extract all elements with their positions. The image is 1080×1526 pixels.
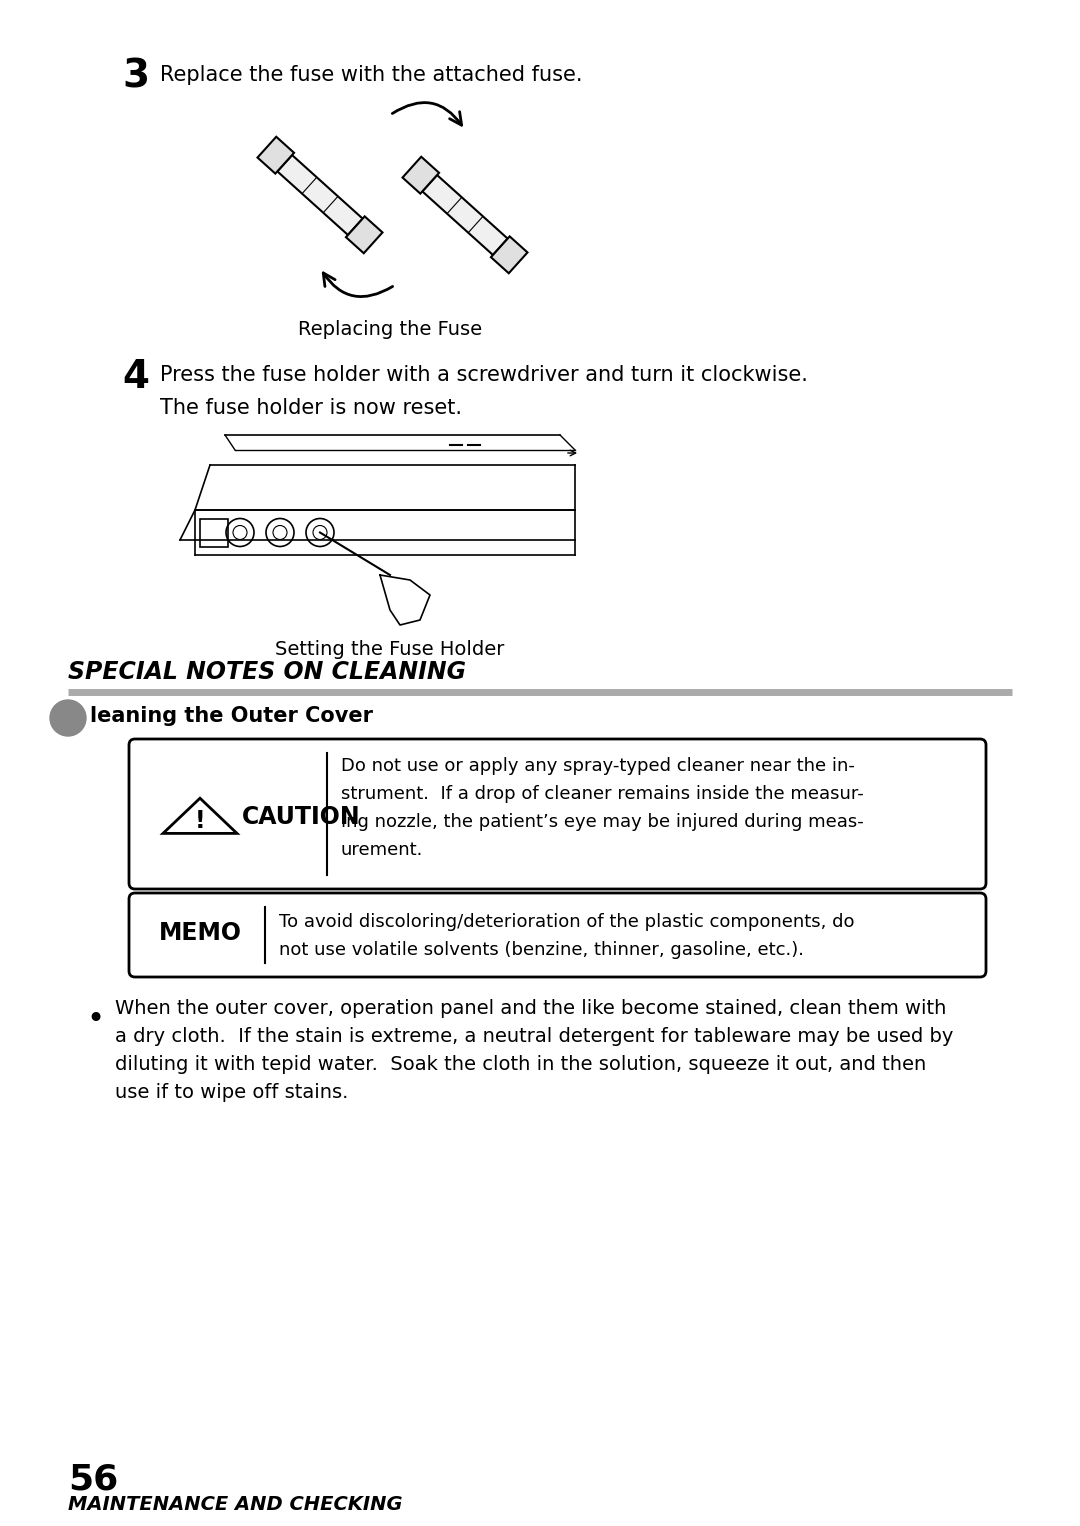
Bar — [200, 519, 228, 546]
FancyBboxPatch shape — [129, 893, 986, 977]
Text: 56: 56 — [68, 1462, 118, 1495]
Text: When the outer cover, operation panel and the like become stained, clean them wi: When the outer cover, operation panel an… — [114, 1000, 946, 1018]
Text: strument.  If a drop of cleaner remains inside the measur-: strument. If a drop of cleaner remains i… — [341, 784, 864, 803]
Text: Replacing the Fuse: Replacing the Fuse — [298, 320, 482, 339]
Text: •: • — [86, 1006, 104, 1035]
Text: Press the fuse holder with a screwdriver and turn it clockwise.: Press the fuse holder with a screwdriver… — [160, 365, 808, 385]
Text: urement.: urement. — [341, 841, 423, 859]
Text: The fuse holder is now reset.: The fuse holder is now reset. — [160, 398, 462, 418]
Text: Setting the Fuse Holder: Setting the Fuse Holder — [275, 639, 504, 659]
FancyArrowPatch shape — [392, 102, 461, 125]
Text: diluting it with tepid water.  Soak the cloth in the solution, squeeze it out, a: diluting it with tepid water. Soak the c… — [114, 1054, 927, 1074]
Circle shape — [50, 700, 86, 736]
Text: CAUTION: CAUTION — [242, 806, 361, 829]
FancyArrowPatch shape — [323, 273, 393, 296]
Text: a dry cloth.  If the stain is extreme, a neutral detergent for tableware may be : a dry cloth. If the stain is extreme, a … — [114, 1027, 954, 1045]
Polygon shape — [278, 156, 363, 235]
Text: SPECIAL NOTES ON CLEANING: SPECIAL NOTES ON CLEANING — [68, 661, 465, 684]
Text: To avoid discoloring/deterioration of the plastic components, do: To avoid discoloring/deterioration of th… — [279, 913, 854, 931]
Text: use if to wipe off stains.: use if to wipe off stains. — [114, 1083, 349, 1102]
Polygon shape — [346, 217, 382, 253]
Text: Replace the fuse with the attached fuse.: Replace the fuse with the attached fuse. — [160, 66, 582, 85]
Text: Do not use or apply any spray-typed cleaner near the in-: Do not use or apply any spray-typed clea… — [341, 757, 855, 775]
Polygon shape — [422, 175, 508, 255]
Text: !: ! — [194, 809, 205, 833]
Text: 3: 3 — [122, 58, 149, 96]
Text: leaning the Outer Cover: leaning the Outer Cover — [90, 707, 373, 726]
Polygon shape — [491, 237, 527, 273]
Polygon shape — [257, 137, 294, 174]
Polygon shape — [403, 157, 440, 194]
FancyBboxPatch shape — [129, 739, 986, 890]
Text: MEMO: MEMO — [159, 922, 242, 945]
Text: 4: 4 — [122, 359, 149, 397]
Text: ing nozzle, the patient’s eye may be injured during meas-: ing nozzle, the patient’s eye may be inj… — [341, 813, 864, 832]
Text: not use volatile solvents (benzine, thinner, gasoline, etc.).: not use volatile solvents (benzine, thin… — [279, 942, 804, 958]
Text: MAINTENANCE AND CHECKING: MAINTENANCE AND CHECKING — [68, 1495, 403, 1514]
